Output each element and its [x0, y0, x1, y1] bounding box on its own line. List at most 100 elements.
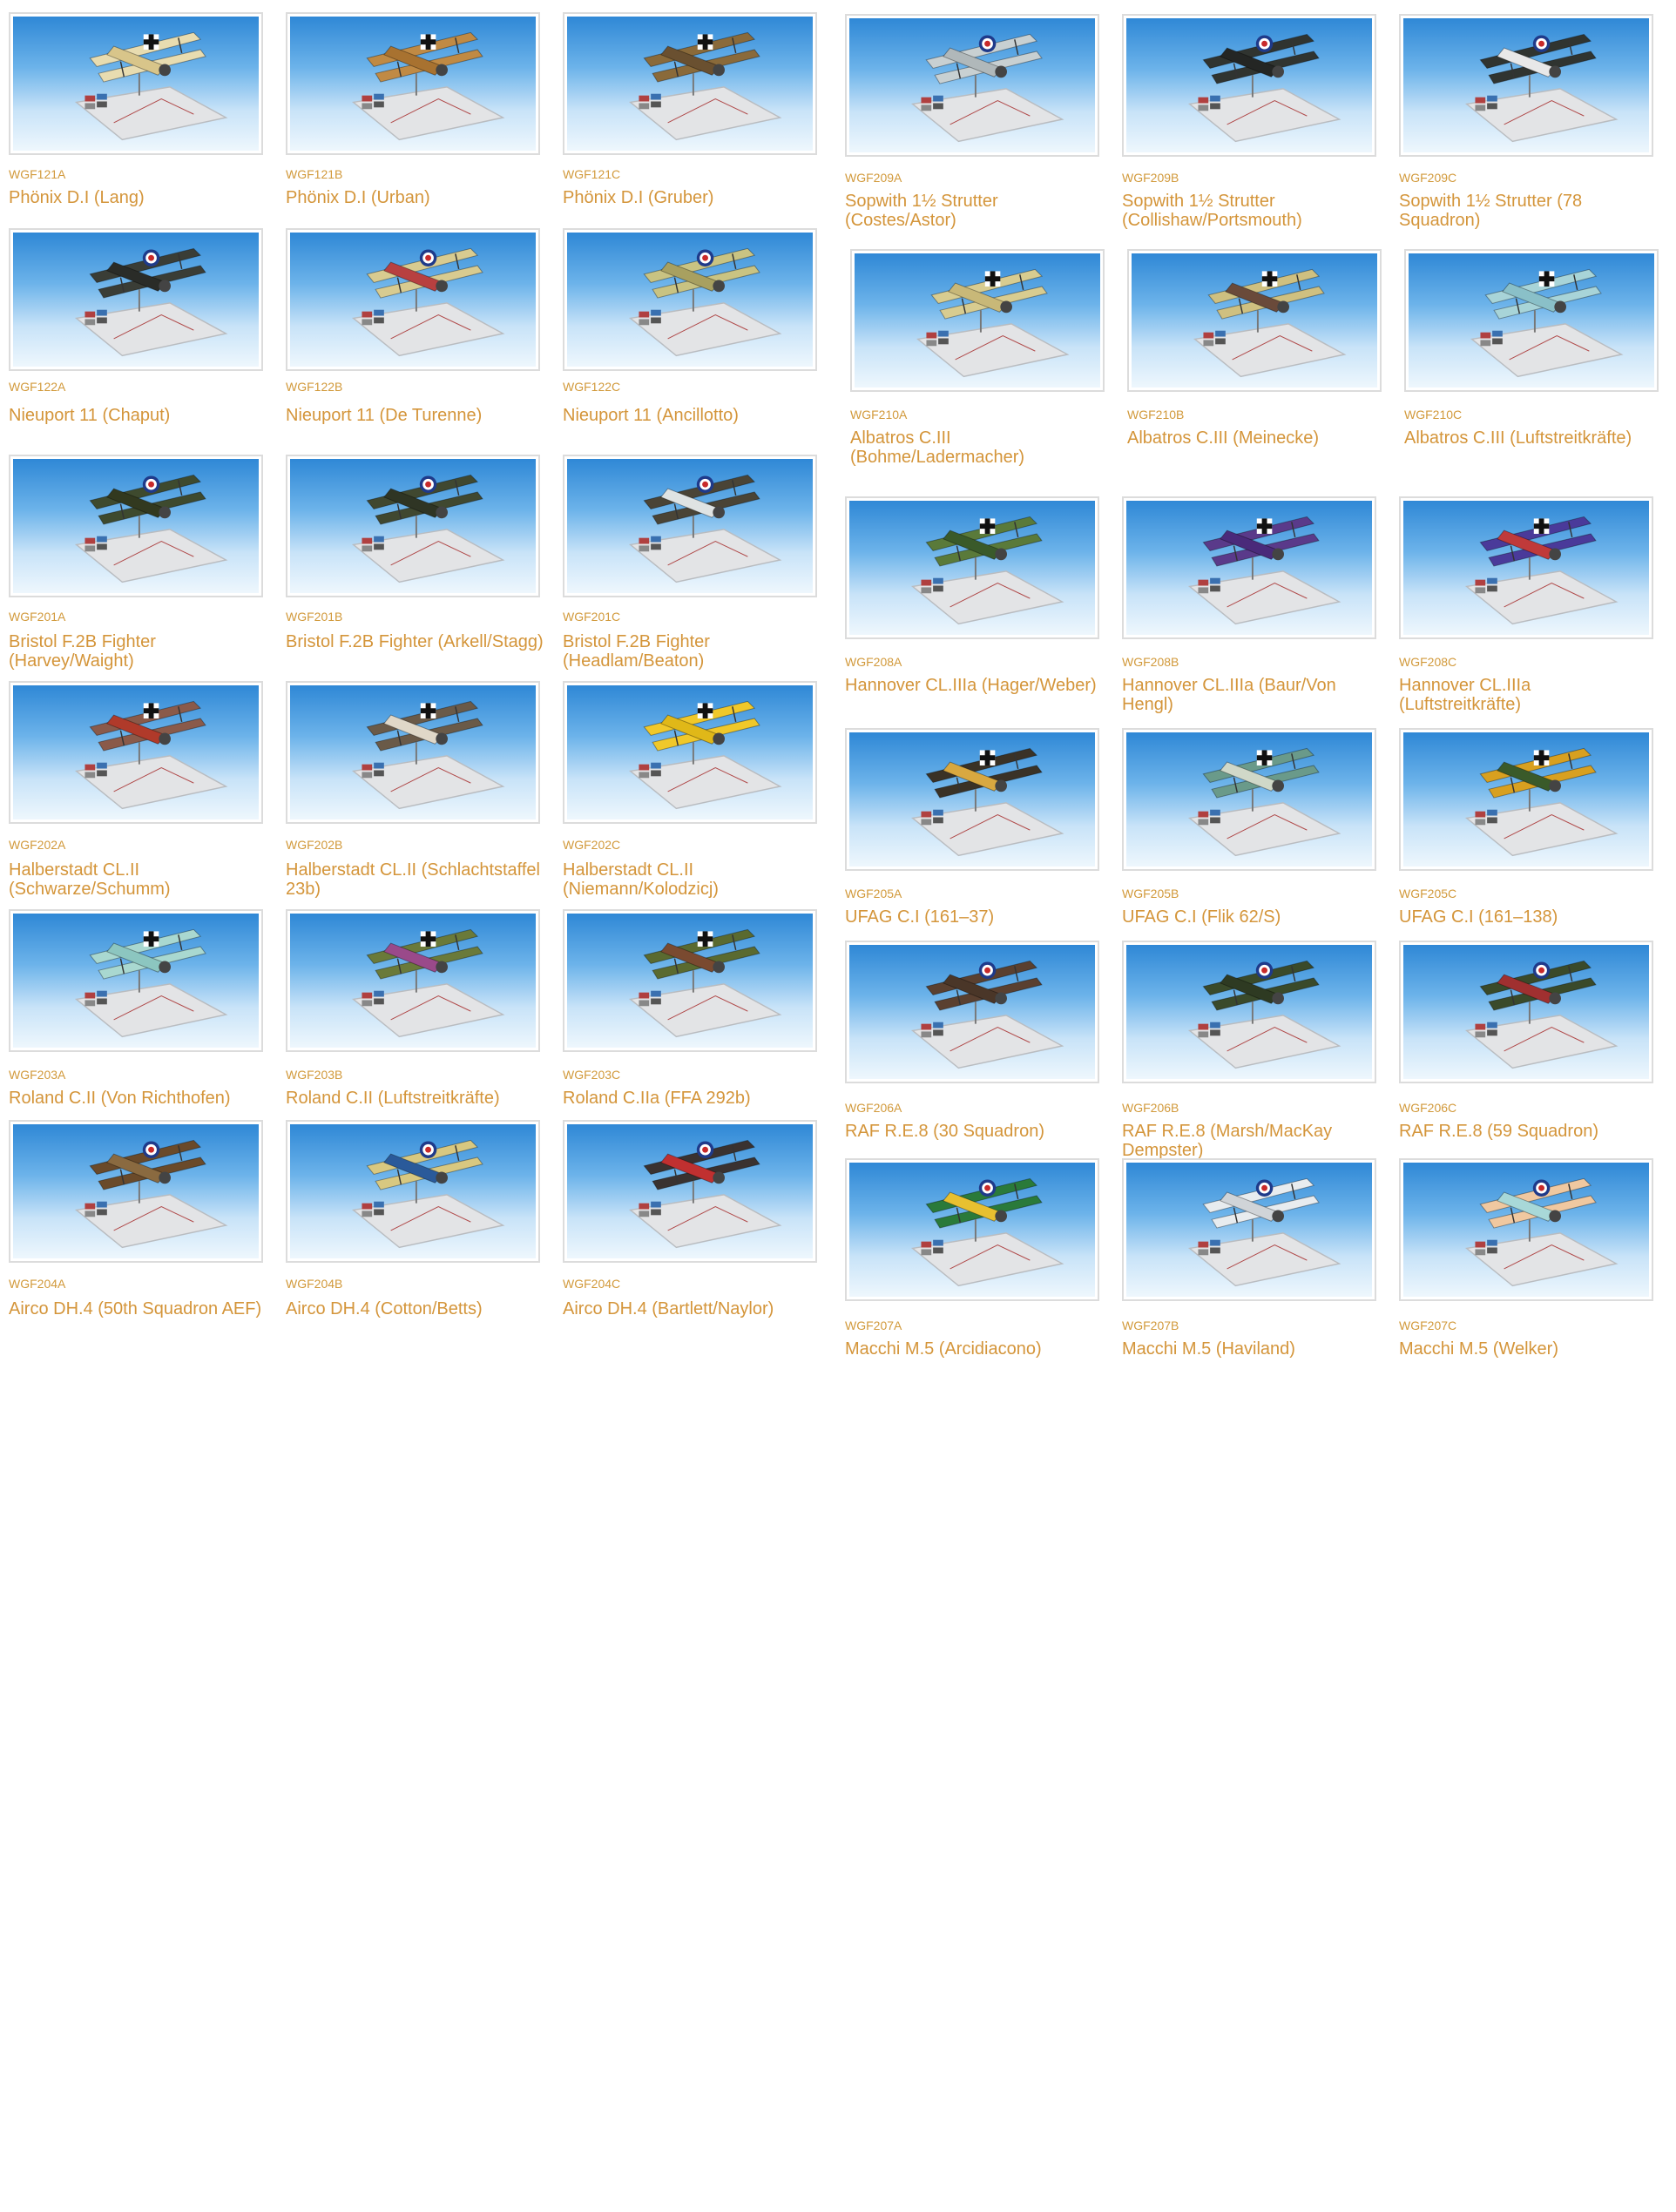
product-name-link[interactable]: Phönix D.I (Urban)	[286, 188, 430, 207]
product-name-link[interactable]: Nieuport 11 (Ancillotto)	[563, 406, 739, 425]
product-image[interactable]	[1399, 1158, 1653, 1301]
product-card[interactable]: WGF204A Airco DH.4 (50th Squadron AEF)	[9, 1120, 267, 1345]
product-name-link[interactable]: Halberstadt CL.II (Niemann/Kolodzicj)	[563, 860, 719, 899]
product-name-link[interactable]: Albatros C.III (Luftstreitkräfte)	[1404, 428, 1632, 448]
product-card[interactable]: WGF202B Halberstadt CL.II (Schlachtstaffe…	[286, 681, 544, 906]
product-image[interactable]	[1122, 1158, 1376, 1301]
product-card[interactable]: WGF202A Halberstadt CL.II (Schwarze/Schum…	[9, 681, 267, 906]
product-card[interactable]: WGF205B UFAG C.I (Flik 62/S)	[1122, 728, 1380, 953]
product-name-link[interactable]: Airco DH.4 (Cotton/Betts)	[286, 1299, 483, 1318]
product-name-link[interactable]: Macchi M.5 (Arcidiacono)	[845, 1339, 1042, 1359]
product-image[interactable]	[9, 681, 263, 824]
product-image[interactable]	[563, 228, 817, 371]
product-name-link[interactable]: Bristol F.2B Fighter (Harvey/Waight)	[9, 632, 156, 671]
product-name-link[interactable]: Roland C.IIa (FFA 292b)	[563, 1089, 751, 1108]
product-image[interactable]	[1122, 941, 1376, 1083]
product-card[interactable]: WGF208A Hannover CL.IIIa (Hager/Weber)	[845, 496, 1103, 721]
product-image[interactable]	[845, 941, 1099, 1083]
product-card[interactable]: WGF201A Bristol F.2B Fighter (Harvey/Waig…	[9, 455, 267, 678]
product-card[interactable]: WGF209A Sopwith 1½ Strutter (Costes/Astor…	[845, 14, 1103, 237]
product-name-link[interactable]: Sopwith 1½ Strutter (Costes/Astor)	[845, 192, 998, 230]
product-card[interactable]: WGF206C RAF R.E.8 (59 Squadron)	[1399, 941, 1657, 1167]
product-card[interactable]: WGF206B RAF R.E.8 (Marsh/MacKay Dempster)	[1122, 941, 1380, 1167]
product-image[interactable]	[9, 909, 263, 1052]
product-name-link[interactable]: Hannover CL.IIIa (Hager/Weber)	[845, 676, 1097, 695]
product-name-link[interactable]: Bristol F.2B Fighter (Arkell/Stagg)	[286, 632, 544, 651]
product-card[interactable]: WGF209C Sopwith 1½ Strutter (78 Squadron)	[1399, 14, 1657, 237]
product-image[interactable]	[1127, 249, 1382, 392]
product-name-link[interactable]: UFAG C.I (Flik 62/S)	[1122, 907, 1281, 927]
product-name-link[interactable]: Halberstadt CL.II (Schlachtstaffel 23b)	[286, 860, 540, 899]
product-card[interactable]: WGF122C Nieuport 11 (Ancillotto)	[563, 228, 821, 451]
product-image[interactable]	[845, 496, 1099, 639]
product-name-link[interactable]: UFAG C.I (161–37)	[845, 907, 995, 927]
product-image[interactable]	[563, 455, 817, 597]
product-image[interactable]	[286, 909, 540, 1052]
product-image[interactable]	[286, 228, 540, 371]
product-image[interactable]	[563, 12, 817, 155]
product-image[interactable]	[563, 681, 817, 824]
product-image[interactable]	[9, 12, 263, 155]
product-image[interactable]	[845, 1158, 1099, 1301]
product-card[interactable]: WGF205A UFAG C.I (161–37)	[845, 728, 1103, 953]
product-name-link[interactable]: RAF R.E.8 (30 Squadron)	[845, 1122, 1044, 1141]
product-card[interactable]: WGF121A Phönix D.I (Lang)	[9, 12, 267, 233]
product-image[interactable]	[9, 1120, 263, 1263]
product-card[interactable]: WGF122B Nieuport 11 (De Turenne)	[286, 228, 544, 451]
product-card[interactable]: WGF205C UFAG C.I (161–138)	[1399, 728, 1657, 953]
product-name-link[interactable]: Airco DH.4 (Bartlett/Naylor)	[563, 1299, 774, 1318]
product-image[interactable]	[1399, 14, 1653, 157]
product-image[interactable]	[845, 728, 1099, 871]
product-image[interactable]	[9, 455, 263, 597]
product-card[interactable]: WGF204B Airco DH.4 (Cotton/Betts)	[286, 1120, 544, 1345]
product-name-link[interactable]: Hannover CL.IIIa (Luftstreitkräfte)	[1399, 676, 1531, 714]
product-name-link[interactable]: UFAG C.I (161–138)	[1399, 907, 1558, 927]
product-image[interactable]	[286, 681, 540, 824]
product-image[interactable]	[850, 249, 1105, 392]
product-card[interactable]: WGF208B Hannover CL.IIIa (Baur/Von Hengl)	[1122, 496, 1380, 721]
product-name-link[interactable]: Albatros C.III (Meinecke)	[1127, 428, 1320, 448]
product-name-link[interactable]: Nieuport 11 (Chaput)	[9, 406, 171, 425]
product-card[interactable]: WGF121B Phönix D.I (Urban)	[286, 12, 544, 233]
product-card[interactable]: WGF210B Albatros C.III (Meinecke)	[1127, 249, 1385, 474]
product-image[interactable]	[1404, 249, 1659, 392]
product-image[interactable]	[563, 909, 817, 1052]
product-image[interactable]	[1399, 496, 1653, 639]
product-name-link[interactable]: Roland C.II (Luftstreitkräfte)	[286, 1089, 500, 1108]
product-name-link[interactable]: RAF R.E.8 (Marsh/MacKay Dempster)	[1122, 1122, 1333, 1160]
product-card[interactable]: WGF122A Nieuport 11 (Chaput)	[9, 228, 267, 451]
product-name-link[interactable]: Bristol F.2B Fighter (Headlam/Beaton)	[563, 632, 710, 671]
product-card[interactable]: WGF210A Albatros C.III (Bohme/Ladermacher…	[850, 249, 1108, 474]
product-image[interactable]	[9, 228, 263, 371]
product-card[interactable]: WGF208C Hannover CL.IIIa (Luftstreitkräft…	[1399, 496, 1657, 721]
product-image[interactable]	[1399, 941, 1653, 1083]
product-card[interactable]: WGF203C Roland C.IIa (FFA 292b)	[563, 909, 821, 1134]
product-image[interactable]	[563, 1120, 817, 1263]
product-card[interactable]: WGF201B Bristol F.2B Fighter (Arkell/Stag…	[286, 455, 544, 678]
product-name-link[interactable]: Phönix D.I (Lang)	[9, 188, 145, 207]
product-card[interactable]: WGF206A RAF R.E.8 (30 Squadron)	[845, 941, 1103, 1167]
product-name-link[interactable]: Albatros C.III (Bohme/Ladermacher)	[850, 428, 1025, 467]
product-image[interactable]	[1122, 496, 1376, 639]
product-card[interactable]: WGF121C Phönix D.I (Gruber)	[563, 12, 821, 233]
product-image[interactable]	[1399, 728, 1653, 871]
product-name-link[interactable]: Phönix D.I (Gruber)	[563, 188, 714, 207]
product-image[interactable]	[845, 14, 1099, 157]
product-name-link[interactable]: Sopwith 1½ Strutter (78 Squadron)	[1399, 192, 1583, 230]
product-card[interactable]: WGF201C Bristol F.2B Fighter (Headlam/Bea…	[563, 455, 821, 678]
product-image[interactable]	[286, 1120, 540, 1263]
product-card[interactable]: WGF207B Macchi M.5 (Haviland)	[1122, 1158, 1380, 1385]
product-card[interactable]: WGF203A Roland C.II (Von Richthofen)	[9, 909, 267, 1134]
product-card[interactable]: WGF210C Albatros C.III (Luftstreitkräfte)	[1404, 249, 1662, 474]
product-card[interactable]: WGF207A Macchi M.5 (Arcidiacono)	[845, 1158, 1103, 1385]
product-name-link[interactable]: Macchi M.5 (Welker)	[1399, 1339, 1558, 1359]
product-name-link[interactable]: Airco DH.4 (50th Squadron AEF)	[9, 1299, 262, 1318]
product-card[interactable]: WGF207C Macchi M.5 (Welker)	[1399, 1158, 1657, 1385]
product-image[interactable]	[286, 12, 540, 155]
product-name-link[interactable]: Hannover CL.IIIa (Baur/Von Hengl)	[1122, 676, 1336, 714]
product-card[interactable]: WGF209B Sopwith 1½ Strutter (Collishaw/Po…	[1122, 14, 1380, 237]
product-name-link[interactable]: Macchi M.5 (Haviland)	[1122, 1339, 1295, 1359]
product-image[interactable]	[1122, 728, 1376, 871]
product-name-link[interactable]: Roland C.II (Von Richthofen)	[9, 1089, 231, 1108]
product-image[interactable]	[1122, 14, 1376, 157]
